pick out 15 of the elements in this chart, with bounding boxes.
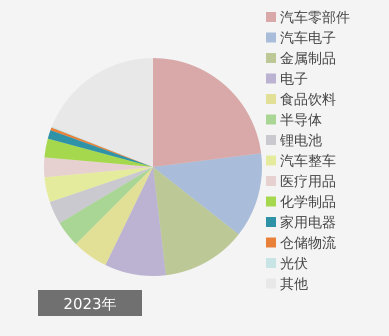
text: 2023年 [63,295,117,313]
legend-label: 金属制品 [280,51,336,67]
legend-label: 家用电器 [280,215,336,231]
legend-label: 汽车电子 [280,30,336,46]
legend-label: 光伏 [280,256,308,272]
legend-label: 化学制品 [280,194,336,210]
legend-label: 其他 [280,276,308,292]
legend-label: 汽车整车 [280,154,336,170]
legend-label: 电子 [280,72,308,88]
legend-label: 汽车零部件 [280,10,350,26]
legend-label: 锂电池 [279,133,322,149]
legend-label: 半导体 [280,112,322,128]
legend-label: 医疗用品 [280,174,336,190]
legend-label: 仓储物流 [280,236,336,252]
legend-label: 食品饮料 [280,92,336,108]
